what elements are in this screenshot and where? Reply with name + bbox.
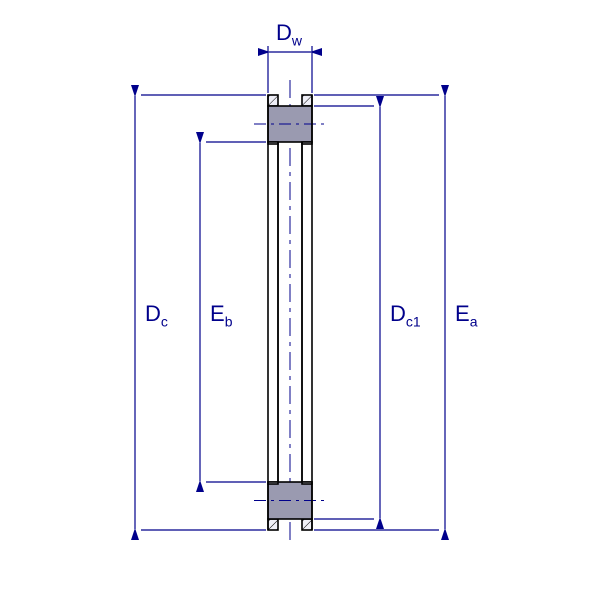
label-Dc1: Dc1 — [390, 301, 421, 329]
label-Dc: Dc — [145, 301, 168, 329]
label-Dw: Dw — [276, 20, 302, 48]
diagram-svg — [0, 0, 600, 600]
label-Eb: Eb — [210, 301, 232, 329]
diagram-stage: Dw Dc Eb Dc1 Ea — [0, 0, 600, 600]
label-Ea: Ea — [455, 301, 477, 329]
